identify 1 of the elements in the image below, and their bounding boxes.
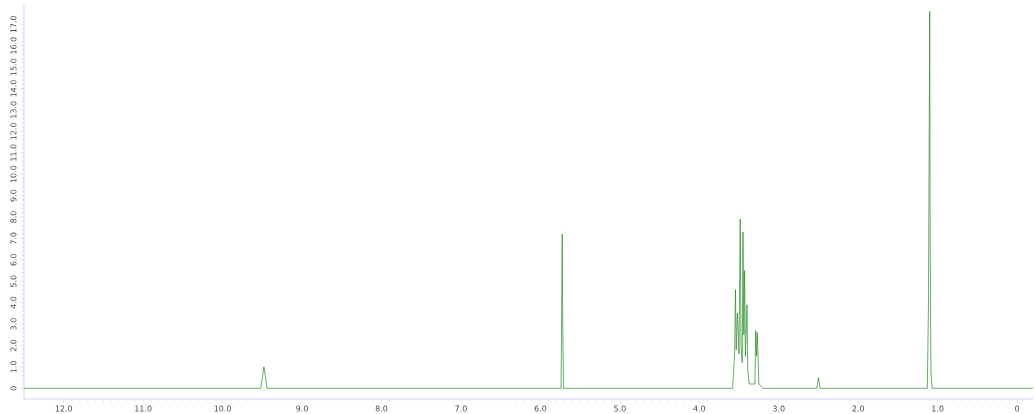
line-series — [23, 11, 1034, 389]
